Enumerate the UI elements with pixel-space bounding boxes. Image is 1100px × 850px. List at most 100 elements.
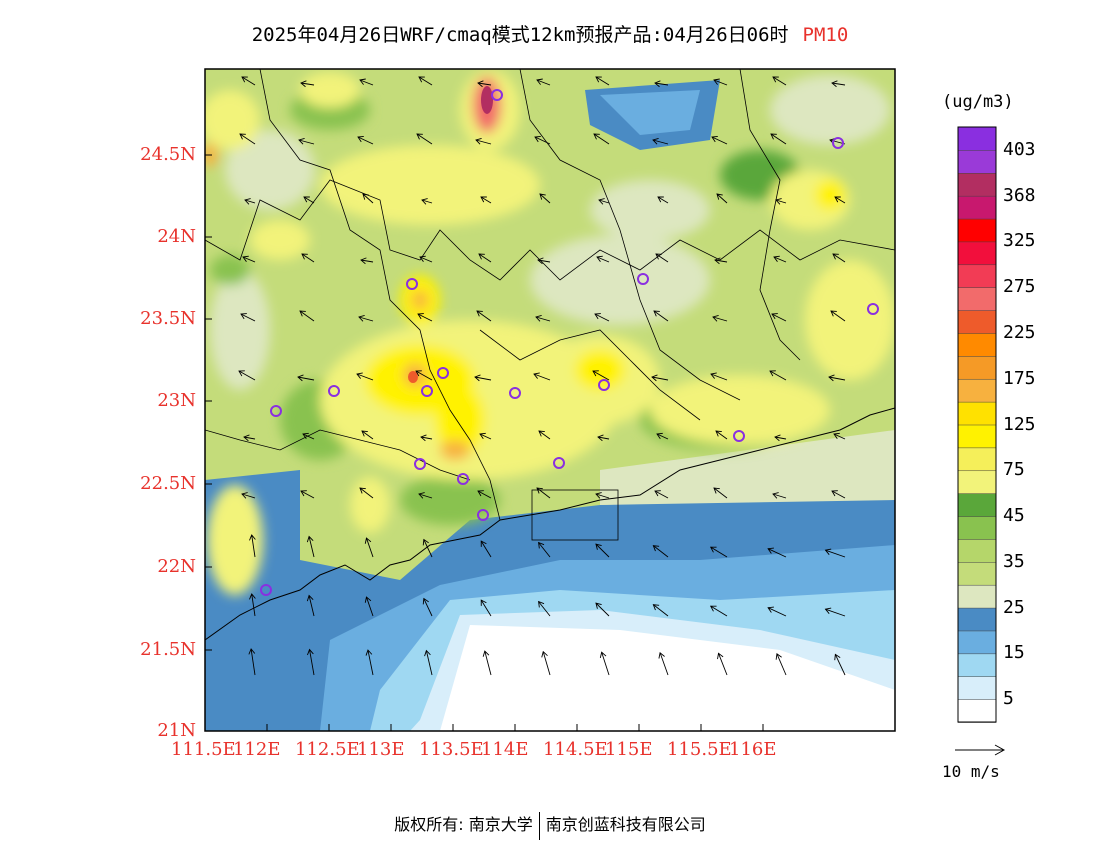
station-marker: [437, 367, 449, 379]
station-marker: [509, 387, 521, 399]
wind-arrow: [709, 546, 728, 558]
wind-arrow: [300, 80, 315, 88]
wind-arrow: [775, 198, 787, 205]
lat-label: 21.5N: [140, 639, 196, 660]
wind-arrow: [655, 253, 669, 263]
map-title: 2025年04月26日WRF/cmaq模式12km预报产品:04月26日06时 P…: [0, 20, 1100, 47]
wind-arrow: [767, 606, 787, 617]
wind-arrow: [594, 313, 610, 322]
hk-box: [531, 489, 619, 541]
lat-label: 21N: [157, 720, 196, 741]
lon-label: 111.5E: [171, 739, 236, 760]
wind-arrow: [833, 432, 846, 440]
colorbar-segment: [957, 698, 997, 723]
wind-arrow: [598, 198, 610, 205]
lon-label: 113E: [357, 739, 405, 760]
wind-arrow: [595, 76, 610, 86]
wind-arrow: [767, 547, 787, 558]
wind-arrow: [595, 492, 610, 499]
wind-arrow: [240, 313, 256, 322]
wind-arrow: [238, 370, 256, 381]
colorbar-label: 368: [1003, 184, 1036, 206]
colorbar-segment: [957, 630, 997, 655]
concentration-field: [205, 69, 895, 731]
wind-arrow: [824, 548, 846, 558]
colorbar-segment: [957, 607, 997, 632]
wind-arrow: [774, 434, 787, 442]
station-marker: [414, 458, 426, 470]
wind-arrow: [364, 596, 374, 617]
wind-arrow: [654, 80, 669, 88]
wind-arrow: [653, 310, 669, 322]
lon-label: 115E: [605, 739, 653, 760]
station-marker: [477, 509, 489, 521]
wind-arrow: [303, 196, 315, 204]
wind-arrow: [534, 135, 551, 145]
wind-arrow: [834, 196, 846, 204]
wind-arrow: [477, 490, 492, 499]
wind-arrow: [417, 313, 433, 322]
wind-arrow: [298, 137, 315, 145]
wind-arrow: [422, 597, 433, 617]
wind-arrow: [771, 313, 787, 322]
wind-arrow: [476, 310, 492, 322]
title-variable: PM10: [802, 24, 849, 46]
wind-arrow: [772, 76, 787, 86]
colorbar-segment: [957, 309, 997, 334]
wind-arrow: [359, 78, 374, 86]
wind-arrow: [537, 257, 551, 265]
station-marker: [867, 303, 879, 315]
wind-arrow: [772, 492, 787, 499]
colorbar-segment: [957, 355, 997, 380]
boundary-line-1: [205, 179, 895, 281]
wind-arrow: [536, 78, 551, 86]
wind-arrow: [357, 135, 374, 145]
station-markers: [260, 89, 879, 596]
wind-arrow: [297, 374, 315, 382]
colorbar-segment: [957, 264, 997, 288]
wind-arrow: [358, 315, 374, 322]
wind-arrow: [306, 535, 315, 558]
wind-arrow: [239, 133, 256, 145]
wind-arrow: [775, 653, 787, 676]
wind-arrow: [538, 600, 551, 617]
coastal-band: [600, 430, 895, 505]
wind-arrow: [300, 490, 315, 499]
wind-arrow: [364, 537, 374, 558]
wind-arrow: [420, 434, 433, 442]
wind-arrow: [593, 133, 610, 145]
wind-arrow: [658, 651, 669, 676]
lon-label: 113.5E: [419, 739, 484, 760]
colorbar-label: 35: [1003, 550, 1025, 572]
wind-arrow: [421, 198, 433, 205]
wind-arrow: [770, 133, 787, 145]
wind-arrow: [243, 434, 256, 442]
wind-arrow: [769, 370, 787, 381]
wind-arrow: [422, 538, 433, 558]
wind-arrow: [241, 492, 256, 499]
wind-arrow: [307, 648, 315, 676]
copyright-text: 版权所有: 南京大学: [394, 815, 533, 834]
wind-arrow: [651, 374, 669, 382]
wind-arrow: [480, 540, 492, 558]
wind-vectors: [238, 76, 846, 676]
colorbar-segment: [957, 126, 997, 151]
wind-arrow: [419, 255, 433, 263]
colorbar-label: 175: [1003, 367, 1036, 389]
wind-arrow: [773, 255, 787, 263]
boundary-line-6: [479, 329, 701, 421]
colorbar-segment: [957, 675, 997, 700]
colorbar-segment: [957, 172, 997, 197]
wind-arrow: [541, 650, 551, 676]
wind-arrow: [597, 434, 610, 442]
lat-label: 24N: [157, 226, 196, 247]
wind-arrow: [306, 594, 315, 617]
colorbar-segment: [957, 561, 997, 586]
map-frame: [204, 68, 896, 732]
title-main: 2025年04月26日WRF/cmaq模式12km预报产品:04月26日06时: [251, 24, 789, 46]
station-marker: [457, 473, 469, 485]
station-marker: [260, 584, 272, 596]
colorbar-segment: [957, 195, 997, 220]
wind-arrow: [418, 76, 433, 86]
